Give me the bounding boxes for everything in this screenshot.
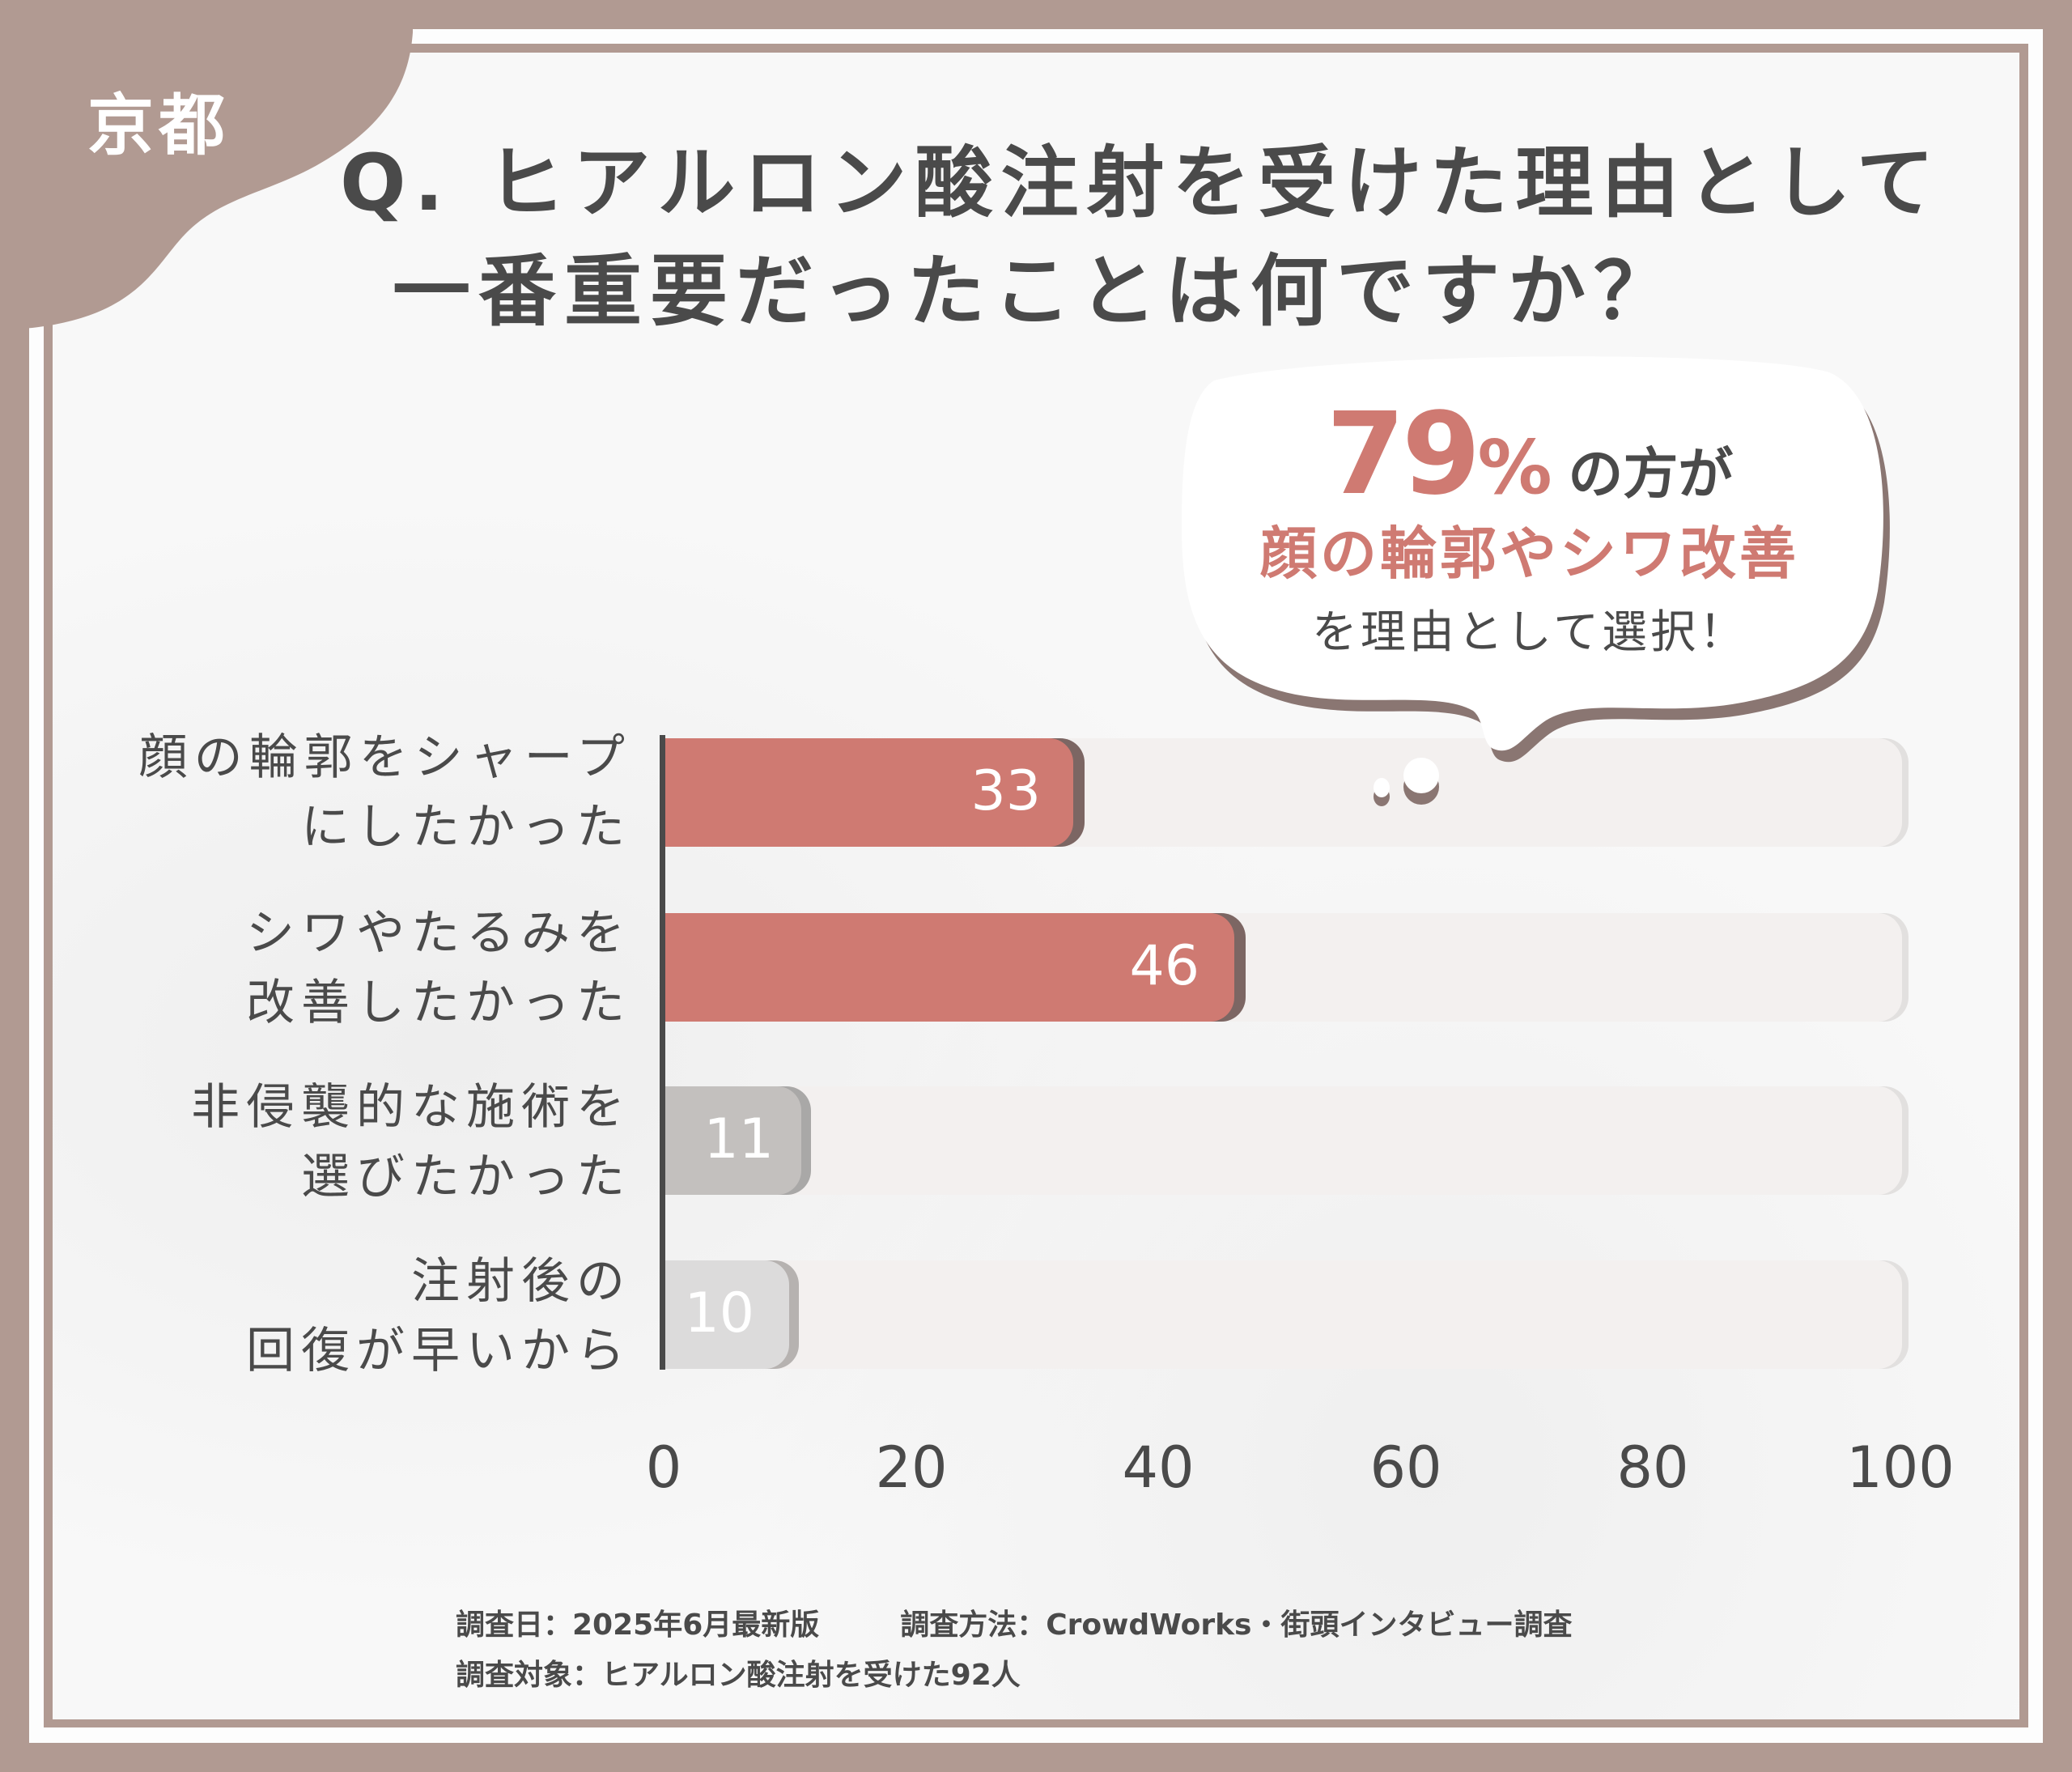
callout-highlight: 顔の輪郭やシワ改善 — [1260, 521, 1799, 587]
survey-target: 調査対象：ヒアルロン酸注射を受けた92人 — [456, 1659, 1021, 1692]
callout-subtext: を理由として選択！ — [1311, 606, 1748, 659]
category-label-1: 顔の輪郭をシャープ にしたかった — [138, 729, 631, 856]
callout-headline: 79% の方が — [1182, 389, 1878, 521]
bar-track-4 — [665, 1260, 1902, 1369]
bar-4 — [665, 1260, 789, 1369]
corner-blob-decoration — [0, 0, 413, 330]
speech-bubble — [1182, 356, 1890, 763]
bar-value-3: 11 — [703, 1107, 774, 1171]
bar-3 — [665, 1086, 801, 1195]
bar-value-2: 46 — [1129, 934, 1199, 998]
category-label-3: 非侵襲的な施術を 選びたかった — [191, 1079, 631, 1205]
callout-percent: 79% — [1326, 389, 1552, 521]
bubble-dots-decoration — [1374, 758, 1439, 806]
x-tick-20: 20 — [875, 1434, 948, 1501]
bar-value-4: 10 — [684, 1281, 754, 1345]
x-tick-0: 0 — [645, 1434, 682, 1501]
bar-1 — [665, 738, 1073, 847]
y-axis-line — [660, 735, 665, 1370]
x-tick-100: 100 — [1846, 1434, 1955, 1501]
bar-2 — [665, 913, 1234, 1022]
bar-value-1: 33 — [970, 759, 1041, 823]
category-label-4: 注射後の 回復が早いから — [246, 1253, 631, 1379]
callout-suffix: の方が — [1568, 443, 1734, 507]
survey-date: 調査日：2025年6月最新版 — [456, 1608, 820, 1642]
survey-info-line1: 調査日：2025年6月最新版 調査方法：CrowdWorks・街頭インタビュー調査 — [456, 1601, 1572, 1643]
bar-track-3 — [665, 1086, 1902, 1195]
page-title-line2: 一番重要だったことは何ですか？ — [393, 246, 1679, 337]
city-badge: 京都 — [87, 87, 231, 164]
x-tick-40: 40 — [1122, 1434, 1195, 1501]
x-tick-60: 60 — [1369, 1434, 1442, 1501]
content-area — [53, 53, 2019, 1719]
survey-method: 調査方法：CrowdWorks・街頭インタビュー調査 — [900, 1608, 1573, 1642]
x-tick-80: 80 — [1616, 1434, 1689, 1501]
category-label-2: シワやたるみを 改善したかった — [246, 905, 631, 1031]
page-title-line1: Q. ヒアルロン酸注射を受けた理由として — [340, 138, 1942, 228]
